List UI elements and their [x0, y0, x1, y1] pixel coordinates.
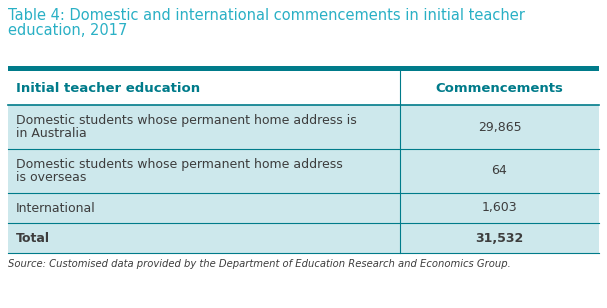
Text: Table 4: Domestic and international commencements in initial teacher: Table 4: Domestic and international comm… [8, 8, 525, 23]
Bar [8, 223, 599, 253]
Bar [8, 66, 599, 71]
Text: 31,532: 31,532 [475, 232, 524, 245]
Text: Domestic students whose permanent home address is: Domestic students whose permanent home a… [16, 114, 357, 127]
Text: Total: Total [16, 232, 50, 245]
Bar [8, 193, 599, 223]
Text: in Australia: in Australia [16, 127, 87, 140]
Text: education, 2017: education, 2017 [8, 23, 127, 38]
Text: Domestic students whose permanent home address: Domestic students whose permanent home a… [16, 158, 343, 171]
Bar [8, 105, 599, 149]
Text: 29,865: 29,865 [478, 120, 521, 133]
Text: Initial teacher education: Initial teacher education [16, 82, 200, 95]
Text: 64: 64 [492, 164, 507, 177]
Text: International: International [16, 201, 96, 214]
Text: Commencements: Commencements [436, 82, 563, 95]
Text: Source: Customised data provided by the Department of Education Research and Eco: Source: Customised data provided by the … [8, 259, 510, 269]
Bar [8, 71, 599, 105]
Text: 1,603: 1,603 [482, 201, 517, 214]
Bar [8, 149, 599, 193]
Text: is overseas: is overseas [16, 171, 86, 184]
